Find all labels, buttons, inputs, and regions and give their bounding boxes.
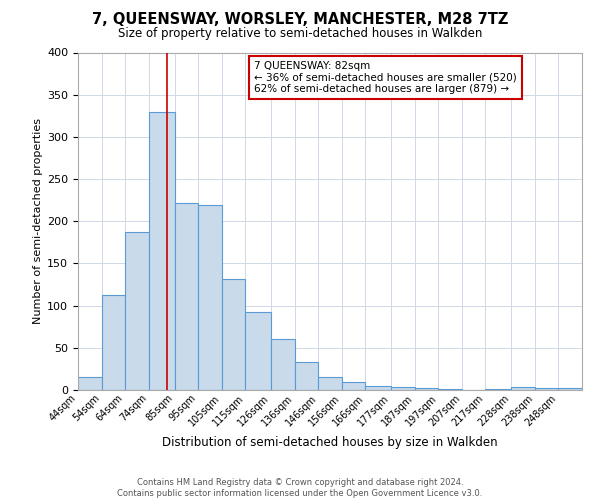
Bar: [535, 388, 559, 390]
Bar: [559, 388, 582, 390]
Bar: [101, 294, 125, 390]
Text: Size of property relative to semi-detached houses in Walkden: Size of property relative to semi-detach…: [118, 28, 482, 40]
Bar: [318, 378, 342, 390]
Bar: [391, 388, 415, 390]
Text: 7, QUEENSWAY, WORSLEY, MANCHESTER, M28 7TZ: 7, QUEENSWAY, WORSLEY, MANCHESTER, M28 7…: [92, 12, 508, 28]
X-axis label: Distribution of semi-detached houses by size in Walkden: Distribution of semi-detached houses by …: [162, 436, 498, 449]
Text: 7 QUEENSWAY: 82sqm
← 36% of semi-detached houses are smaller (520)
62% of semi-d: 7 QUEENSWAY: 82sqm ← 36% of semi-detache…: [254, 61, 517, 94]
Bar: [221, 280, 245, 390]
Text: Contains HM Land Registry data © Crown copyright and database right 2024.
Contai: Contains HM Land Registry data © Crown c…: [118, 478, 482, 498]
Bar: [78, 378, 101, 390]
Bar: [439, 389, 462, 390]
Bar: [511, 388, 535, 390]
Bar: [198, 205, 221, 390]
Bar: [485, 389, 511, 390]
Bar: [245, 312, 271, 390]
Bar: [415, 388, 439, 390]
Y-axis label: Number of semi-detached properties: Number of semi-detached properties: [33, 118, 43, 324]
Bar: [295, 362, 318, 390]
Bar: [149, 112, 175, 390]
Bar: [125, 232, 149, 390]
Bar: [365, 386, 391, 390]
Bar: [175, 202, 198, 390]
Bar: [342, 382, 365, 390]
Bar: [271, 338, 295, 390]
